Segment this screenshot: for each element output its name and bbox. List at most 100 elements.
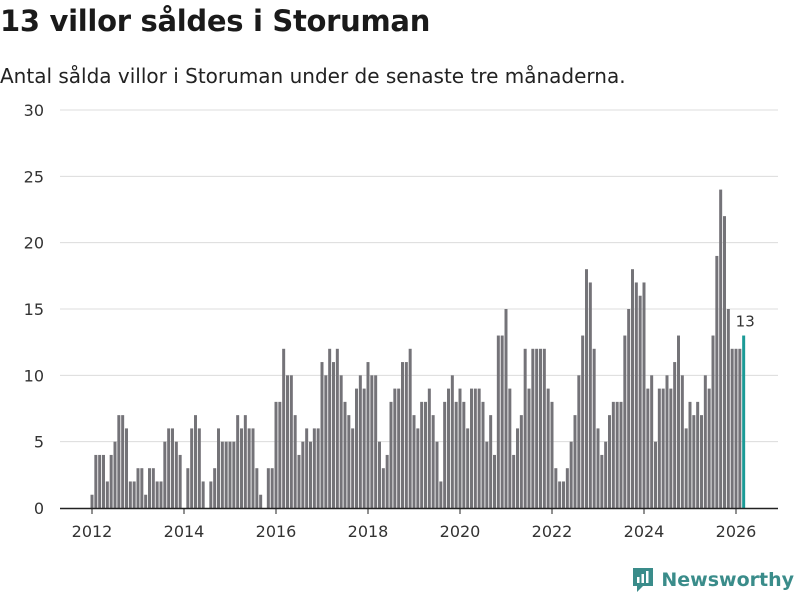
bar bbox=[431, 415, 435, 508]
bar bbox=[374, 375, 378, 508]
bar bbox=[608, 415, 611, 508]
bar bbox=[462, 401, 466, 508]
bar bbox=[450, 375, 454, 508]
bar bbox=[408, 348, 412, 508]
bar bbox=[447, 388, 450, 508]
bar bbox=[286, 375, 289, 508]
y-tick-label: 15 bbox=[24, 300, 44, 319]
bar bbox=[600, 454, 604, 508]
latest-value-label: 13 bbox=[736, 313, 755, 331]
bar bbox=[673, 362, 677, 508]
bar bbox=[569, 441, 573, 508]
bar bbox=[197, 428, 201, 508]
bar bbox=[125, 428, 128, 508]
bar bbox=[539, 348, 542, 508]
bar bbox=[473, 388, 477, 508]
bar bbox=[178, 454, 182, 508]
bar bbox=[615, 401, 619, 508]
bar bbox=[343, 401, 347, 508]
bar bbox=[424, 401, 427, 508]
bar bbox=[470, 388, 473, 508]
bar bbox=[255, 468, 259, 508]
bar bbox=[335, 348, 339, 508]
bar bbox=[370, 375, 374, 508]
bar bbox=[378, 441, 381, 508]
bar bbox=[631, 269, 634, 508]
x-tick-label: 2020 bbox=[440, 522, 481, 541]
bar bbox=[109, 454, 113, 508]
bar bbox=[669, 388, 673, 508]
bar bbox=[546, 388, 550, 508]
bar bbox=[646, 388, 650, 508]
bar bbox=[144, 494, 148, 508]
bar bbox=[661, 388, 665, 508]
bar bbox=[259, 494, 263, 508]
brand-logo: Newsworthy bbox=[631, 566, 794, 594]
bar bbox=[734, 348, 738, 508]
bar bbox=[362, 388, 366, 508]
bar bbox=[531, 348, 535, 508]
x-tick-label: 2026 bbox=[716, 522, 757, 541]
bar bbox=[466, 428, 470, 508]
bar bbox=[332, 362, 335, 508]
bar bbox=[278, 401, 282, 508]
bar bbox=[726, 309, 730, 508]
x-tick-label: 2012 bbox=[72, 522, 113, 541]
bar bbox=[102, 454, 105, 508]
bar bbox=[282, 348, 286, 508]
bar bbox=[416, 428, 420, 508]
bar bbox=[550, 401, 554, 508]
bar bbox=[174, 441, 178, 508]
bar bbox=[351, 428, 355, 508]
bar bbox=[723, 216, 726, 508]
bar bbox=[163, 441, 167, 508]
bar bbox=[247, 428, 251, 508]
bar bbox=[738, 348, 742, 508]
bar bbox=[121, 415, 125, 508]
bar bbox=[435, 441, 439, 508]
bar bbox=[485, 441, 489, 508]
bar bbox=[171, 428, 174, 508]
bar bbox=[389, 401, 393, 508]
bar bbox=[692, 415, 696, 508]
bar bbox=[604, 441, 608, 508]
bar bbox=[665, 375, 669, 508]
bar bbox=[565, 468, 569, 508]
bar bbox=[117, 415, 121, 508]
bar bbox=[148, 468, 151, 508]
bar bbox=[684, 428, 688, 508]
bar bbox=[700, 415, 703, 508]
bar bbox=[240, 428, 243, 508]
bar bbox=[301, 441, 305, 508]
y-tick-label: 30 bbox=[24, 101, 44, 120]
bar bbox=[167, 428, 171, 508]
bar bbox=[151, 468, 155, 508]
bar bbox=[677, 335, 680, 508]
bar bbox=[186, 468, 190, 508]
bar bbox=[232, 441, 236, 508]
bar bbox=[213, 468, 217, 508]
bar bbox=[328, 348, 332, 508]
bar bbox=[385, 454, 389, 508]
x-tick-label: 2018 bbox=[348, 522, 389, 541]
bar bbox=[236, 415, 240, 508]
bar bbox=[650, 375, 654, 508]
bar bbox=[592, 348, 596, 508]
bar bbox=[94, 454, 98, 508]
bar bbox=[320, 362, 324, 508]
x-tick-label: 2022 bbox=[532, 522, 573, 541]
bar bbox=[194, 415, 197, 508]
bar bbox=[140, 468, 144, 508]
x-tick-label: 2016 bbox=[256, 522, 297, 541]
bar bbox=[707, 388, 711, 508]
bar bbox=[711, 335, 715, 508]
chart-subtitle: Antal sålda villor i Storuman under de s… bbox=[0, 64, 626, 88]
bar bbox=[489, 415, 493, 508]
y-tick-label: 0 bbox=[34, 499, 44, 518]
bar bbox=[220, 441, 224, 508]
bar bbox=[638, 295, 642, 508]
bar bbox=[393, 388, 397, 508]
bar bbox=[596, 428, 600, 508]
bar bbox=[358, 375, 362, 508]
